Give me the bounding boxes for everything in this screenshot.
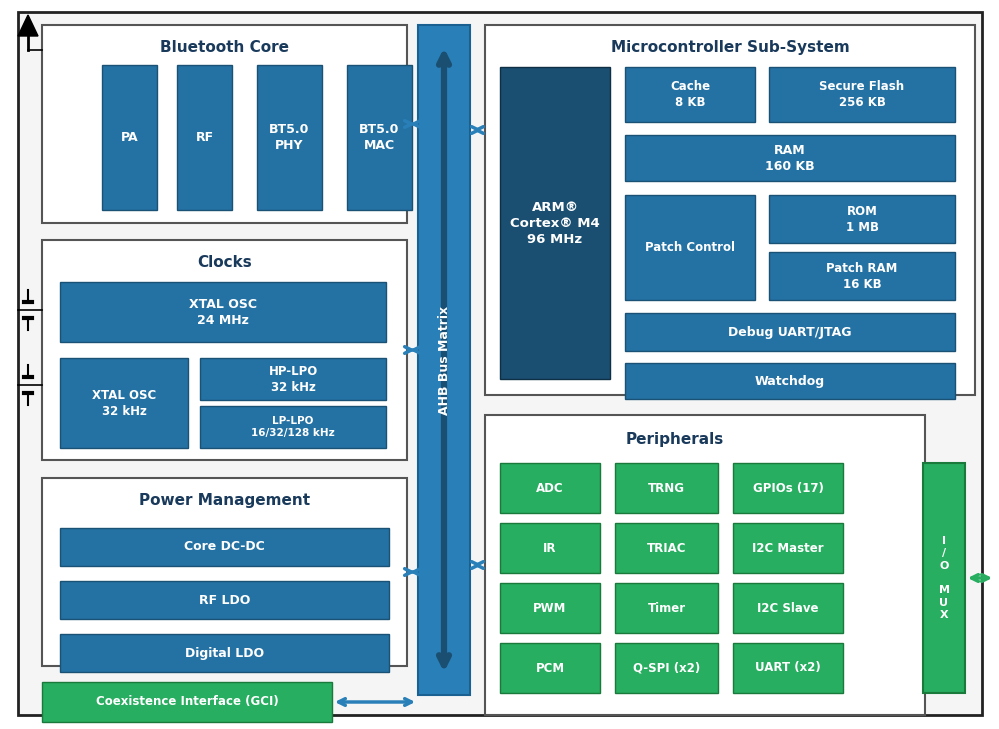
Bar bbox=[60, 358, 188, 448]
Bar bbox=[42, 682, 332, 722]
Text: Cache
8 KB: Cache 8 KB bbox=[670, 79, 710, 109]
Text: RF: RF bbox=[196, 130, 214, 144]
Text: PWM: PWM bbox=[533, 601, 566, 615]
Text: UART (x2): UART (x2) bbox=[755, 661, 821, 674]
Text: IR: IR bbox=[543, 542, 556, 555]
Bar bbox=[769, 252, 955, 300]
Text: Peripherals: Peripherals bbox=[626, 432, 724, 446]
Bar bbox=[200, 406, 386, 448]
Bar bbox=[733, 523, 843, 573]
Text: BT5.0
PHY: BT5.0 PHY bbox=[270, 122, 310, 152]
Text: Patch Control: Patch Control bbox=[645, 241, 735, 254]
Text: Clocks: Clocks bbox=[197, 254, 252, 270]
Bar bbox=[625, 363, 955, 399]
Text: Debug UART/JTAG: Debug UART/JTAG bbox=[728, 326, 852, 338]
Text: RAM
160 KB: RAM 160 KB bbox=[765, 144, 815, 173]
Text: Microcontroller Sub-System: Microcontroller Sub-System bbox=[610, 39, 849, 55]
Text: PCM: PCM bbox=[535, 661, 564, 674]
Text: Digital LDO: Digital LDO bbox=[185, 647, 264, 660]
Bar bbox=[500, 67, 610, 379]
Text: Q-SPI (x2): Q-SPI (x2) bbox=[633, 661, 700, 674]
Bar bbox=[615, 643, 718, 693]
Text: ADC: ADC bbox=[536, 481, 563, 494]
Bar bbox=[485, 415, 925, 715]
Bar bbox=[200, 358, 386, 400]
Text: Secure Flash
256 KB: Secure Flash 256 KB bbox=[819, 79, 904, 109]
Text: Bluetooth Core: Bluetooth Core bbox=[160, 39, 289, 55]
Bar bbox=[418, 25, 470, 695]
Bar bbox=[500, 643, 600, 693]
Bar bbox=[625, 135, 955, 181]
Text: HP-LPO
32 kHz: HP-LPO 32 kHz bbox=[269, 364, 318, 394]
Text: AHB Bus Matrix: AHB Bus Matrix bbox=[438, 305, 451, 415]
Text: XTAL OSC
24 MHz: XTAL OSC 24 MHz bbox=[189, 297, 257, 327]
Bar bbox=[102, 65, 157, 210]
Text: ARM®
Cortex® M4
96 MHz: ARM® Cortex® M4 96 MHz bbox=[510, 200, 599, 246]
Bar bbox=[500, 583, 600, 633]
Bar bbox=[923, 463, 965, 693]
Text: PA: PA bbox=[121, 130, 138, 144]
Text: ROM
1 MB: ROM 1 MB bbox=[845, 205, 878, 233]
Bar bbox=[733, 583, 843, 633]
Text: TRIAC: TRIAC bbox=[646, 542, 686, 555]
Text: Patch RAM
16 KB: Patch RAM 16 KB bbox=[826, 262, 898, 290]
Bar bbox=[347, 65, 412, 210]
Bar bbox=[769, 195, 955, 243]
Text: GPIOs (17): GPIOs (17) bbox=[752, 481, 823, 494]
Bar bbox=[177, 65, 232, 210]
Bar bbox=[615, 583, 718, 633]
Bar bbox=[42, 478, 407, 666]
Text: RF LDO: RF LDO bbox=[199, 593, 250, 607]
Text: Power Management: Power Management bbox=[139, 493, 310, 507]
Text: Coexistence Interface (GCI): Coexistence Interface (GCI) bbox=[96, 695, 279, 709]
Bar bbox=[60, 581, 389, 619]
Bar bbox=[500, 523, 600, 573]
Bar bbox=[625, 313, 955, 351]
Bar bbox=[625, 67, 755, 122]
Text: TRNG: TRNG bbox=[648, 481, 685, 494]
Text: BT5.0
MAC: BT5.0 MAC bbox=[360, 122, 400, 152]
Bar bbox=[615, 523, 718, 573]
Bar bbox=[60, 634, 389, 672]
Bar bbox=[42, 240, 407, 460]
Text: XTAL OSC
32 kHz: XTAL OSC 32 kHz bbox=[92, 389, 156, 418]
Bar bbox=[615, 463, 718, 513]
Bar bbox=[60, 282, 386, 342]
Text: Watchdog: Watchdog bbox=[755, 375, 825, 388]
Text: I
/
O

M
U
X: I / O M U X bbox=[938, 536, 949, 620]
Bar bbox=[733, 643, 843, 693]
Polygon shape bbox=[18, 15, 38, 36]
Bar bbox=[500, 463, 600, 513]
Text: Core DC-DC: Core DC-DC bbox=[184, 540, 265, 553]
Bar bbox=[42, 25, 407, 223]
Bar bbox=[769, 67, 955, 122]
Bar bbox=[485, 25, 975, 395]
Bar bbox=[60, 528, 389, 566]
Text: I2C Master: I2C Master bbox=[752, 542, 824, 555]
Bar bbox=[625, 195, 755, 300]
Text: LP-LPO
16/32/128 kHz: LP-LPO 16/32/128 kHz bbox=[251, 416, 335, 438]
Text: Timer: Timer bbox=[647, 601, 685, 615]
Text: I2C Slave: I2C Slave bbox=[757, 601, 819, 615]
Bar bbox=[733, 463, 843, 513]
Bar bbox=[257, 65, 322, 210]
